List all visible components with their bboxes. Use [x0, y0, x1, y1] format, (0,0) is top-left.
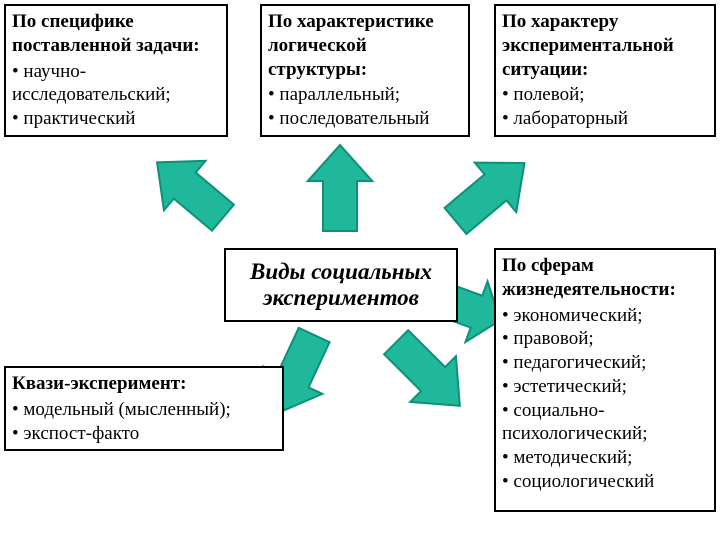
box-top-right: По характеру экспериментальной ситуации:…: [494, 4, 716, 137]
box-title: По специфике поставленной задачи:: [12, 10, 220, 58]
center-title: Виды социальных экспериментов: [250, 259, 432, 311]
list-item: параллельный;: [268, 83, 462, 107]
list-item: педагогический;: [502, 351, 708, 375]
arrow: [373, 319, 482, 428]
list-item: модельный (мысленный);: [12, 398, 276, 422]
box-bottom-left: Квази-эксперимент: модельный (мысленный)…: [4, 366, 284, 451]
list-item: научно- исследовательский;: [12, 60, 220, 108]
list-item: практический: [12, 107, 220, 131]
box-top-mid: По характеристике логической структуры: …: [260, 4, 470, 137]
diagram-stage: Виды социальных экспериментов По специфи…: [0, 0, 720, 540]
list-item: социологический: [502, 470, 708, 494]
arrow: [435, 138, 545, 245]
box-list: полевой;лабораторный: [502, 83, 708, 131]
center-box: Виды социальных экспериментов: [224, 248, 458, 322]
list-item: методический;: [502, 446, 708, 470]
list-item: лабораторный: [502, 107, 708, 131]
box-title: По сферам жизнедеятельности:: [502, 254, 708, 302]
box-title: Квази-эксперимент:: [12, 372, 276, 396]
list-item: экспост-факто: [12, 422, 276, 446]
list-item: экономический;: [502, 304, 708, 328]
box-list: параллельный;последовательный: [268, 83, 462, 131]
list-item: полевой;: [502, 83, 708, 107]
arrow: [308, 145, 373, 231]
list-item: эстетический;: [502, 375, 708, 399]
box-list: научно- исследовательский;практический: [12, 60, 220, 131]
box-title: По характеру экспериментальной ситуации:: [502, 10, 708, 81]
box-title: По характеристике логической структуры:: [268, 10, 462, 81]
arrow: [136, 138, 243, 243]
box-top-left: По специфике поставленной задачи: научно…: [4, 4, 228, 137]
list-item: последовательный: [268, 107, 462, 131]
box-list: модельный (мысленный);экспост-факто: [12, 398, 276, 446]
box-list: экономический;правовой;педагогический;эс…: [502, 304, 708, 494]
box-mid-right: По сферам жизнедеятельности: экономическ…: [494, 248, 716, 512]
list-item: социально- психологический;: [502, 399, 708, 447]
list-item: правовой;: [502, 327, 708, 351]
